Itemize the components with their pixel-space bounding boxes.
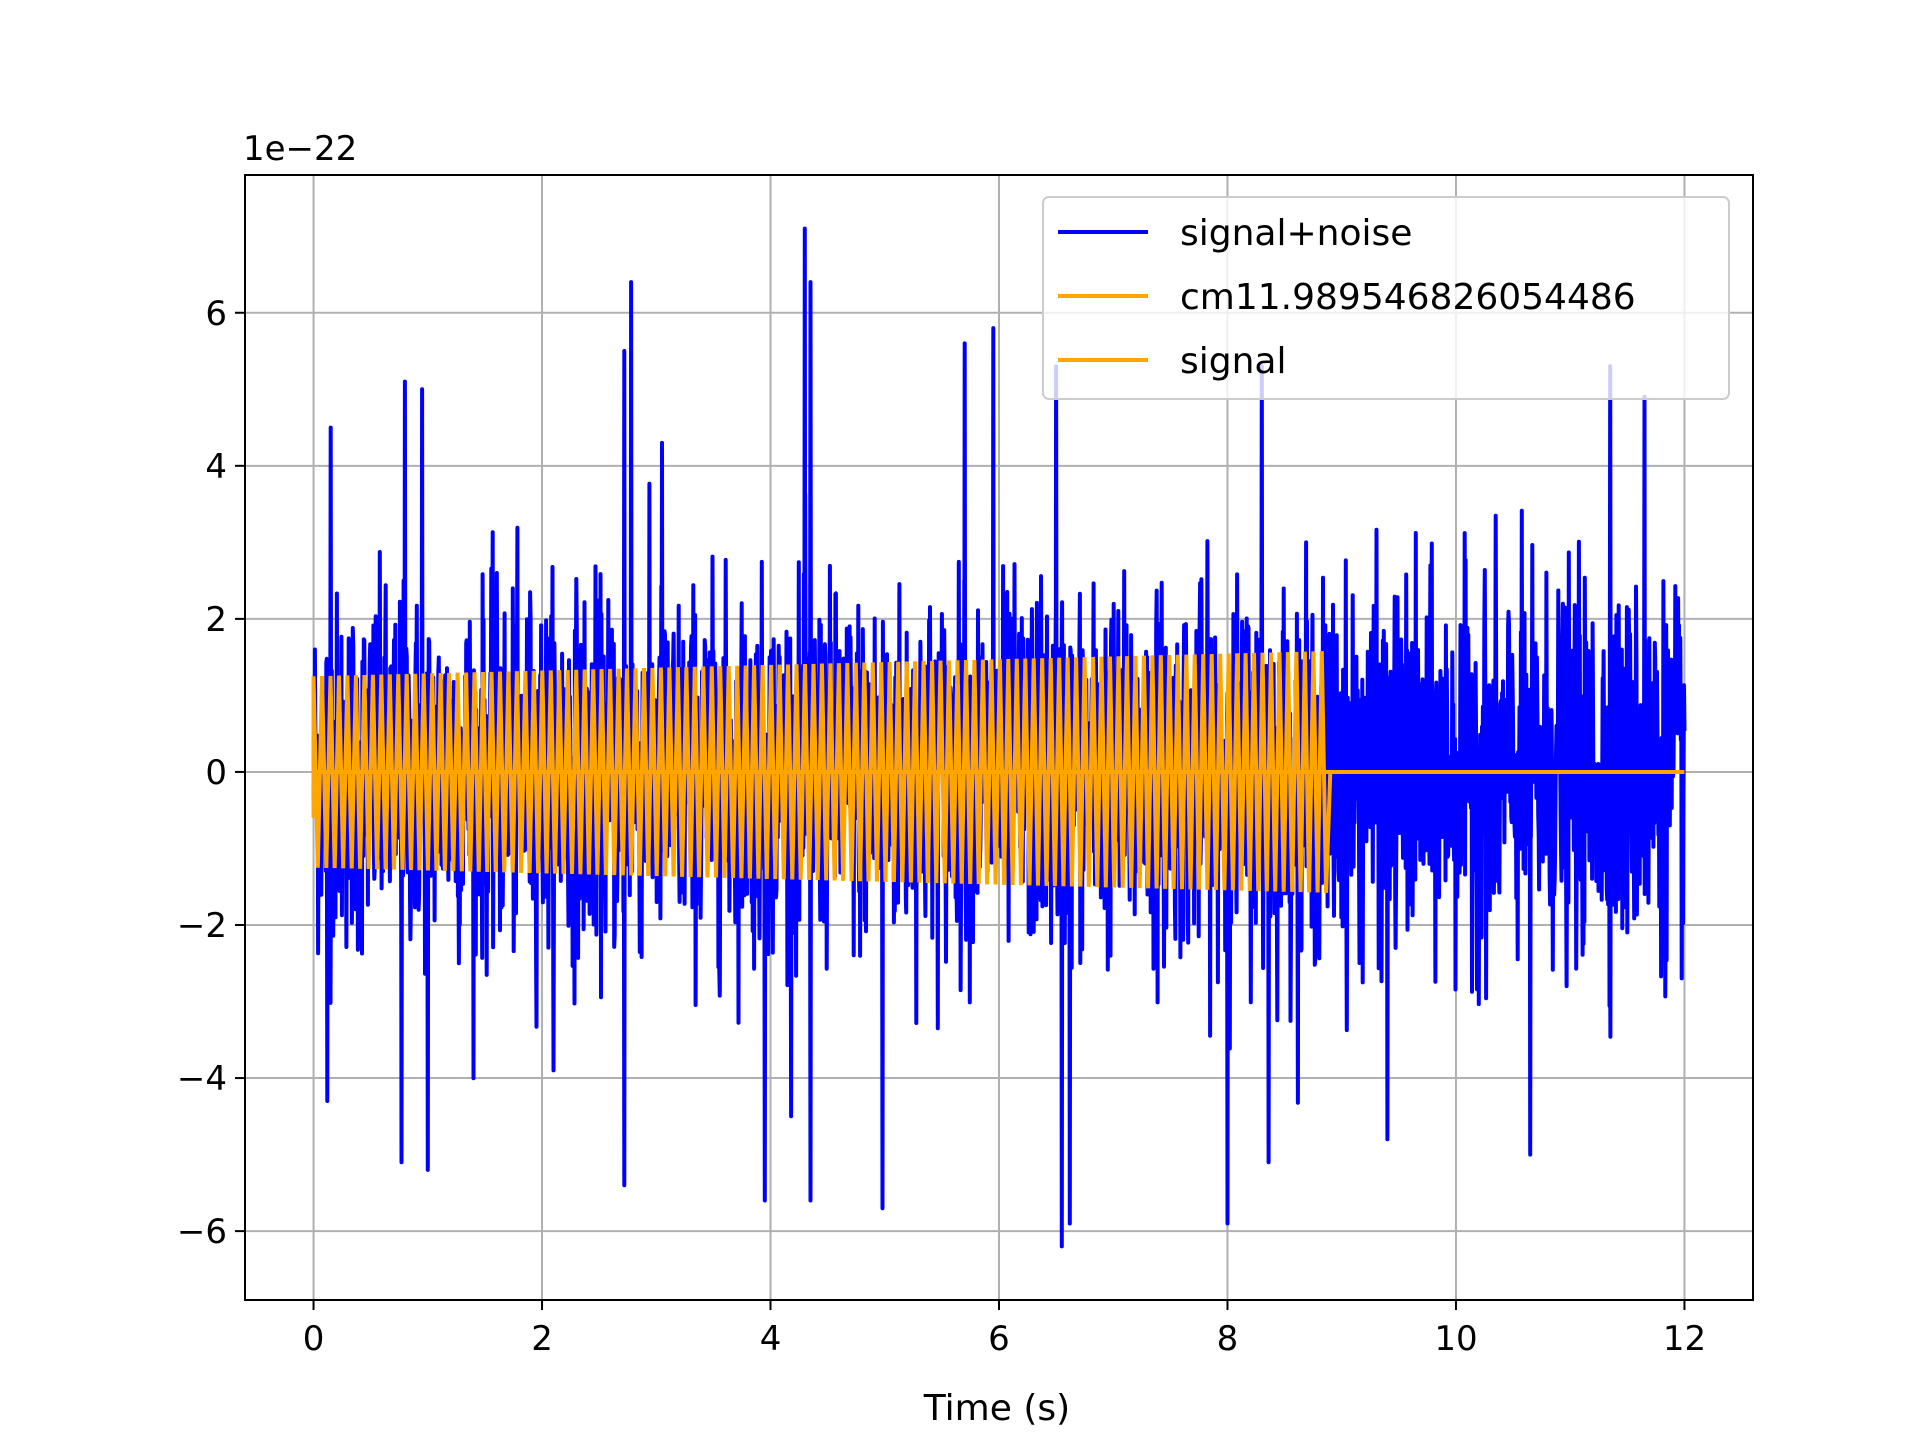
- legend-label-signal: signal: [1180, 341, 1287, 382]
- y-tick-label: −4: [177, 1059, 227, 1099]
- y-tick-label: −6: [177, 1212, 227, 1252]
- y-tick-label: 2: [205, 600, 227, 640]
- y-tick-label: 0: [205, 753, 227, 793]
- x-tick-label: 0: [303, 1319, 325, 1359]
- x-tick-label: 4: [760, 1319, 782, 1359]
- x-tick-label: 8: [1217, 1319, 1239, 1359]
- x-tick-label: 12: [1663, 1319, 1706, 1359]
- plot-area: [311, 226, 1687, 1249]
- legend: signal+noise cm11.989546826054486 signal: [1042, 196, 1730, 400]
- legend-label-cm: cm11.989546826054486: [1180, 277, 1636, 318]
- x-tick-label: 10: [1434, 1319, 1477, 1359]
- legend-box: [1042, 196, 1730, 400]
- y-tick-label: 6: [205, 294, 227, 334]
- x-axis-ticks: 0 2 4 6 8 10 12: [303, 1300, 1706, 1359]
- y-axis-ticks: −6 −4 −2 0 2 4 6: [177, 294, 245, 1252]
- x-axis-label: Time (s): [923, 1388, 1070, 1429]
- y-tick-label: −2: [177, 906, 227, 946]
- x-tick-label: 2: [531, 1319, 553, 1359]
- legend-label-signal-noise: signal+noise: [1180, 213, 1412, 254]
- x-tick-label: 6: [988, 1319, 1010, 1359]
- y-offset-text: 1e−22: [243, 129, 357, 169]
- y-tick-label: 4: [205, 447, 227, 487]
